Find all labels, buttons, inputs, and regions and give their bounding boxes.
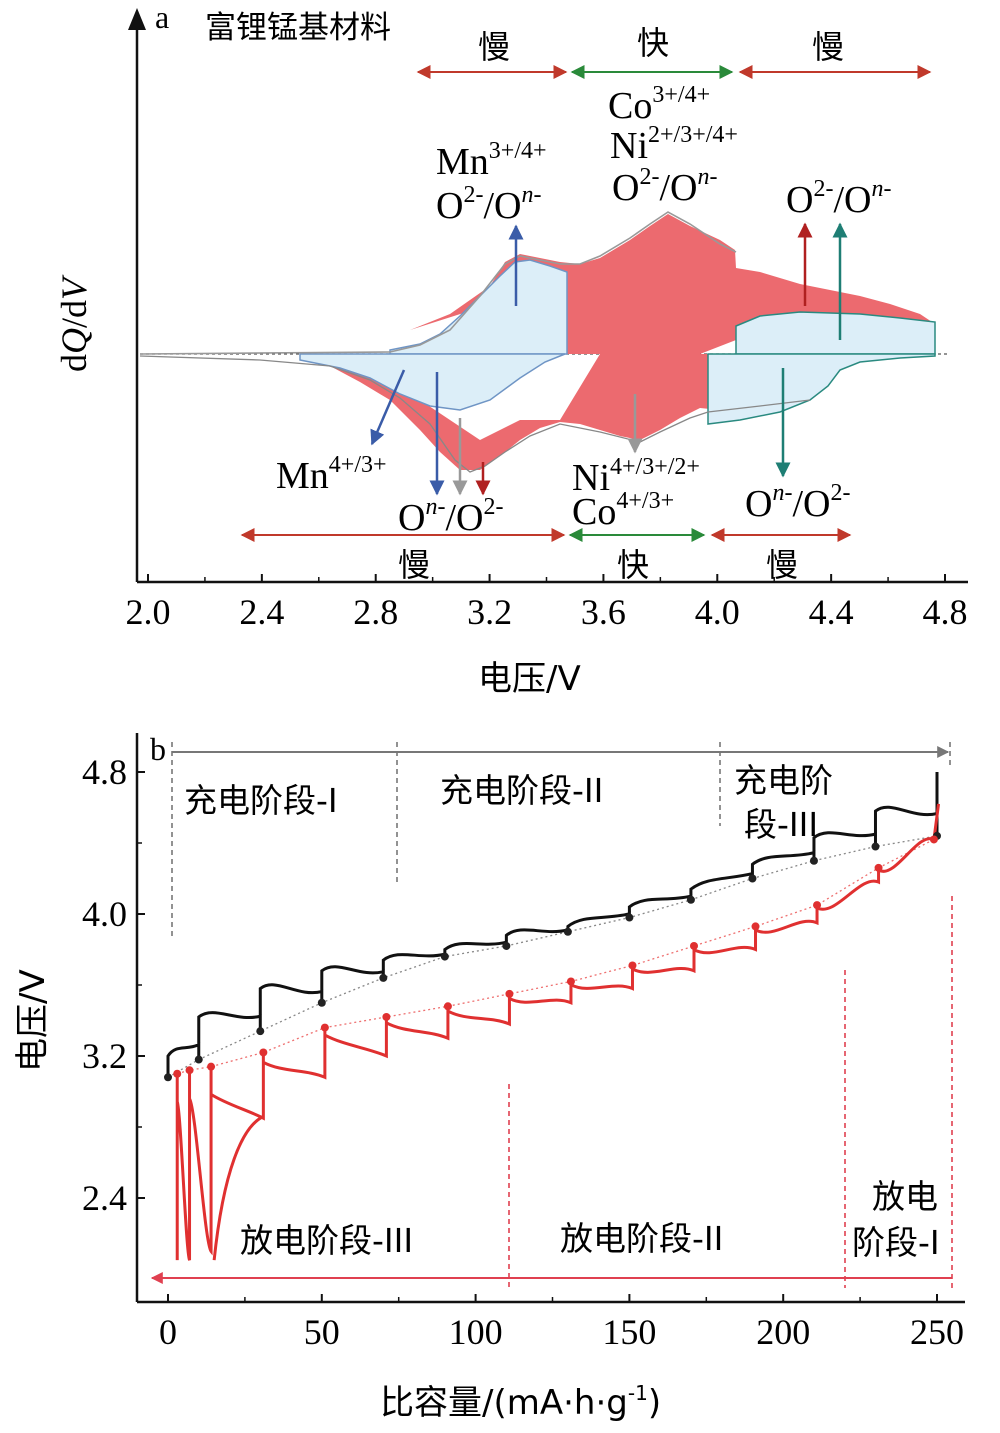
panel-a-slow-top-left: 慢 [478, 28, 510, 66]
discharge-relaxed-point [505, 989, 514, 998]
charge-relaxed-point [440, 952, 449, 961]
panel-a-slow-top-right: 慢 [812, 28, 844, 66]
discharge-relaxed-point [566, 977, 575, 986]
panel-a-co-discharge-label: Co4+/3+ [572, 488, 674, 533]
panel-a-blue-fill-charge-high [735, 311, 936, 355]
panel-a-y-axis-arrow [128, 8, 146, 30]
discharge-trend-line [177, 838, 935, 1075]
panel-a-fast-bottom: 快 [617, 546, 649, 584]
panel-a-curve-discharge [139, 355, 811, 473]
discharge-relaxed-point [874, 863, 883, 872]
panel-b-y-tick-label: 3.2 [82, 1036, 127, 1076]
panel-a-label: a [155, 0, 169, 35]
panel-a-x-tick-label: 2.4 [239, 592, 284, 632]
panel-a: 2.0 2.4 2.8 3.2 3.6 4.0 4.4 4.8 a 富锂锰基 [54, 0, 968, 699]
charge-relaxed-point [871, 842, 880, 851]
charge-relaxed-point [809, 856, 818, 865]
panel-b-label: b [150, 731, 166, 767]
charge-stage-3-label-line2: 段-III [744, 805, 818, 844]
discharge-stage-3-label: 放电阶段-III [240, 1221, 413, 1260]
panel-a-curve-charge [139, 211, 737, 355]
charge-gitt-curve [166, 772, 939, 1078]
discharge-relaxed-point [689, 941, 698, 950]
panel-a-x-tick-label: 3.6 [581, 592, 626, 632]
panel-a-o-discharge-high-label: On-/O2- [745, 480, 850, 525]
panel-b-y-tick-label: 4.0 [82, 894, 127, 934]
panel-b-y-tick-label: 4.8 [82, 752, 127, 792]
panel-a-slow-bottom-right: 慢 [766, 546, 798, 584]
panel-a-x-tick-label: 4.8 [923, 592, 968, 632]
panel-b-xlabel: 比容量/(mA·h·g-1) [380, 1381, 661, 1423]
panel-b-x-tick-label: 0 [159, 1312, 177, 1352]
panel-a-ni-discharge-label: Ni4+/3+/2+ [572, 454, 700, 499]
charge-relaxed-point [379, 973, 388, 982]
discharge-gitt-curve [175, 803, 941, 1261]
panel-a-x-tick-label: 4.0 [695, 592, 740, 632]
discharge-relaxed-point [751, 922, 760, 931]
panel-a-co-label: Co3+/4+ [608, 82, 710, 127]
panel-a-title: 富锂锰基材料 [205, 10, 391, 46]
charge-relaxed-point [686, 895, 695, 904]
panel-a-fast-top: 快 [637, 24, 669, 62]
panel-b: 0 50 100 150 200 250 2.4 3.2 4.0 4.8 b 充电阶段-I 充电… [13, 731, 965, 1423]
panel-a-slow-bottom-left: 慢 [398, 546, 430, 584]
discharge-relaxed-point [320, 1023, 329, 1032]
panel-a-mn-discharge-label: Mn4+/3+ [276, 452, 387, 497]
panel-b-y-tick-label: 2.4 [82, 1178, 127, 1218]
panel-a-blue-fill-charge [389, 259, 568, 355]
panel-a-xlabel: 电压/V [478, 659, 581, 699]
charge-relaxed-point [164, 1073, 172, 1082]
panel-a-o-charge-label: O2-/On- [436, 182, 541, 227]
panel-b-x-tick-label: 150 [602, 1312, 656, 1352]
panel-b-x-tick-label: 250 [910, 1312, 964, 1352]
panel-b-curves [164, 772, 941, 1261]
charge-relaxed-point [194, 1055, 203, 1064]
panel-a-x-tick-label: 3.2 [467, 592, 512, 632]
discharge-relaxed-point [813, 901, 822, 910]
discharge-stage-1-label-line2: 阶段-I [852, 1223, 940, 1262]
discharge-relaxed-point [443, 1002, 452, 1011]
panel-b-x-tick-label: 200 [756, 1312, 810, 1352]
panel-a-x-tick-label: 2.8 [353, 592, 398, 632]
charge-stage-1-label: 充电阶段-I [184, 781, 338, 820]
charge-relaxed-point [625, 913, 634, 922]
charge-relaxed-point [317, 998, 326, 1007]
panel-b-ylabel: 电压/V [13, 969, 53, 1072]
discharge-relaxed-point [382, 1012, 391, 1021]
panel-a-red-fill-discharge [330, 354, 810, 470]
discharge-relaxed-point [173, 1069, 182, 1078]
discharge-relaxed-point [259, 1048, 268, 1057]
discharge-stage-1-label-line1: 放电 [872, 1177, 938, 1216]
discharge-relaxed-point [929, 835, 938, 844]
panel-a-mn-down-arrow [370, 369, 406, 446]
panel-b-x-ticks: 0 50 100 150 200 250 [159, 1294, 964, 1352]
charge-relaxed-point [748, 874, 757, 883]
panel-a-o-discharge-label: On-/O2- [398, 494, 503, 539]
panel-a-mn-charge-label: Mn3+/4+ [436, 138, 547, 183]
discharge-relaxed-point [185, 1066, 194, 1075]
charge-relaxed-point [502, 941, 511, 950]
panel-a-ylabel: dQ/dV [54, 274, 94, 372]
charge-stage-2-label: 充电阶段-II [440, 771, 603, 810]
panel-b-x-tick-label: 50 [304, 1312, 340, 1352]
panel-a-x-tick-label: 2.0 [126, 592, 171, 632]
charge-relaxed-point [563, 927, 572, 936]
discharge-relaxed-point [628, 961, 637, 970]
panel-a-blue-fill-discharge-high [707, 353, 936, 425]
panel-a-blue-fill-discharge [299, 353, 566, 411]
charge-relaxed-point [256, 1027, 265, 1036]
panel-a-x-tick-label: 4.4 [809, 592, 854, 632]
panel-a-ni-label: Ni2+/3+/4+ [610, 122, 738, 167]
charge-trend-line [167, 835, 938, 1078]
panel-a-o-mid-label: O2-/On- [612, 164, 717, 209]
panel-a-x-ticks: 2.0 2.4 2.8 3.2 3.6 4.0 4.4 4.8 [126, 574, 968, 632]
panel-b-y-ticks: 2.4 3.2 4.0 4.8 [82, 752, 145, 1218]
charge-stage-3-label-line1: 充电阶 [734, 761, 833, 800]
discharge-stage-2-label: 放电阶段-II [560, 1219, 723, 1258]
discharge-relaxed-point [207, 1062, 216, 1071]
panel-a-o-high-label: O2-/On- [786, 176, 891, 221]
panel-b-x-tick-label: 100 [449, 1312, 503, 1352]
